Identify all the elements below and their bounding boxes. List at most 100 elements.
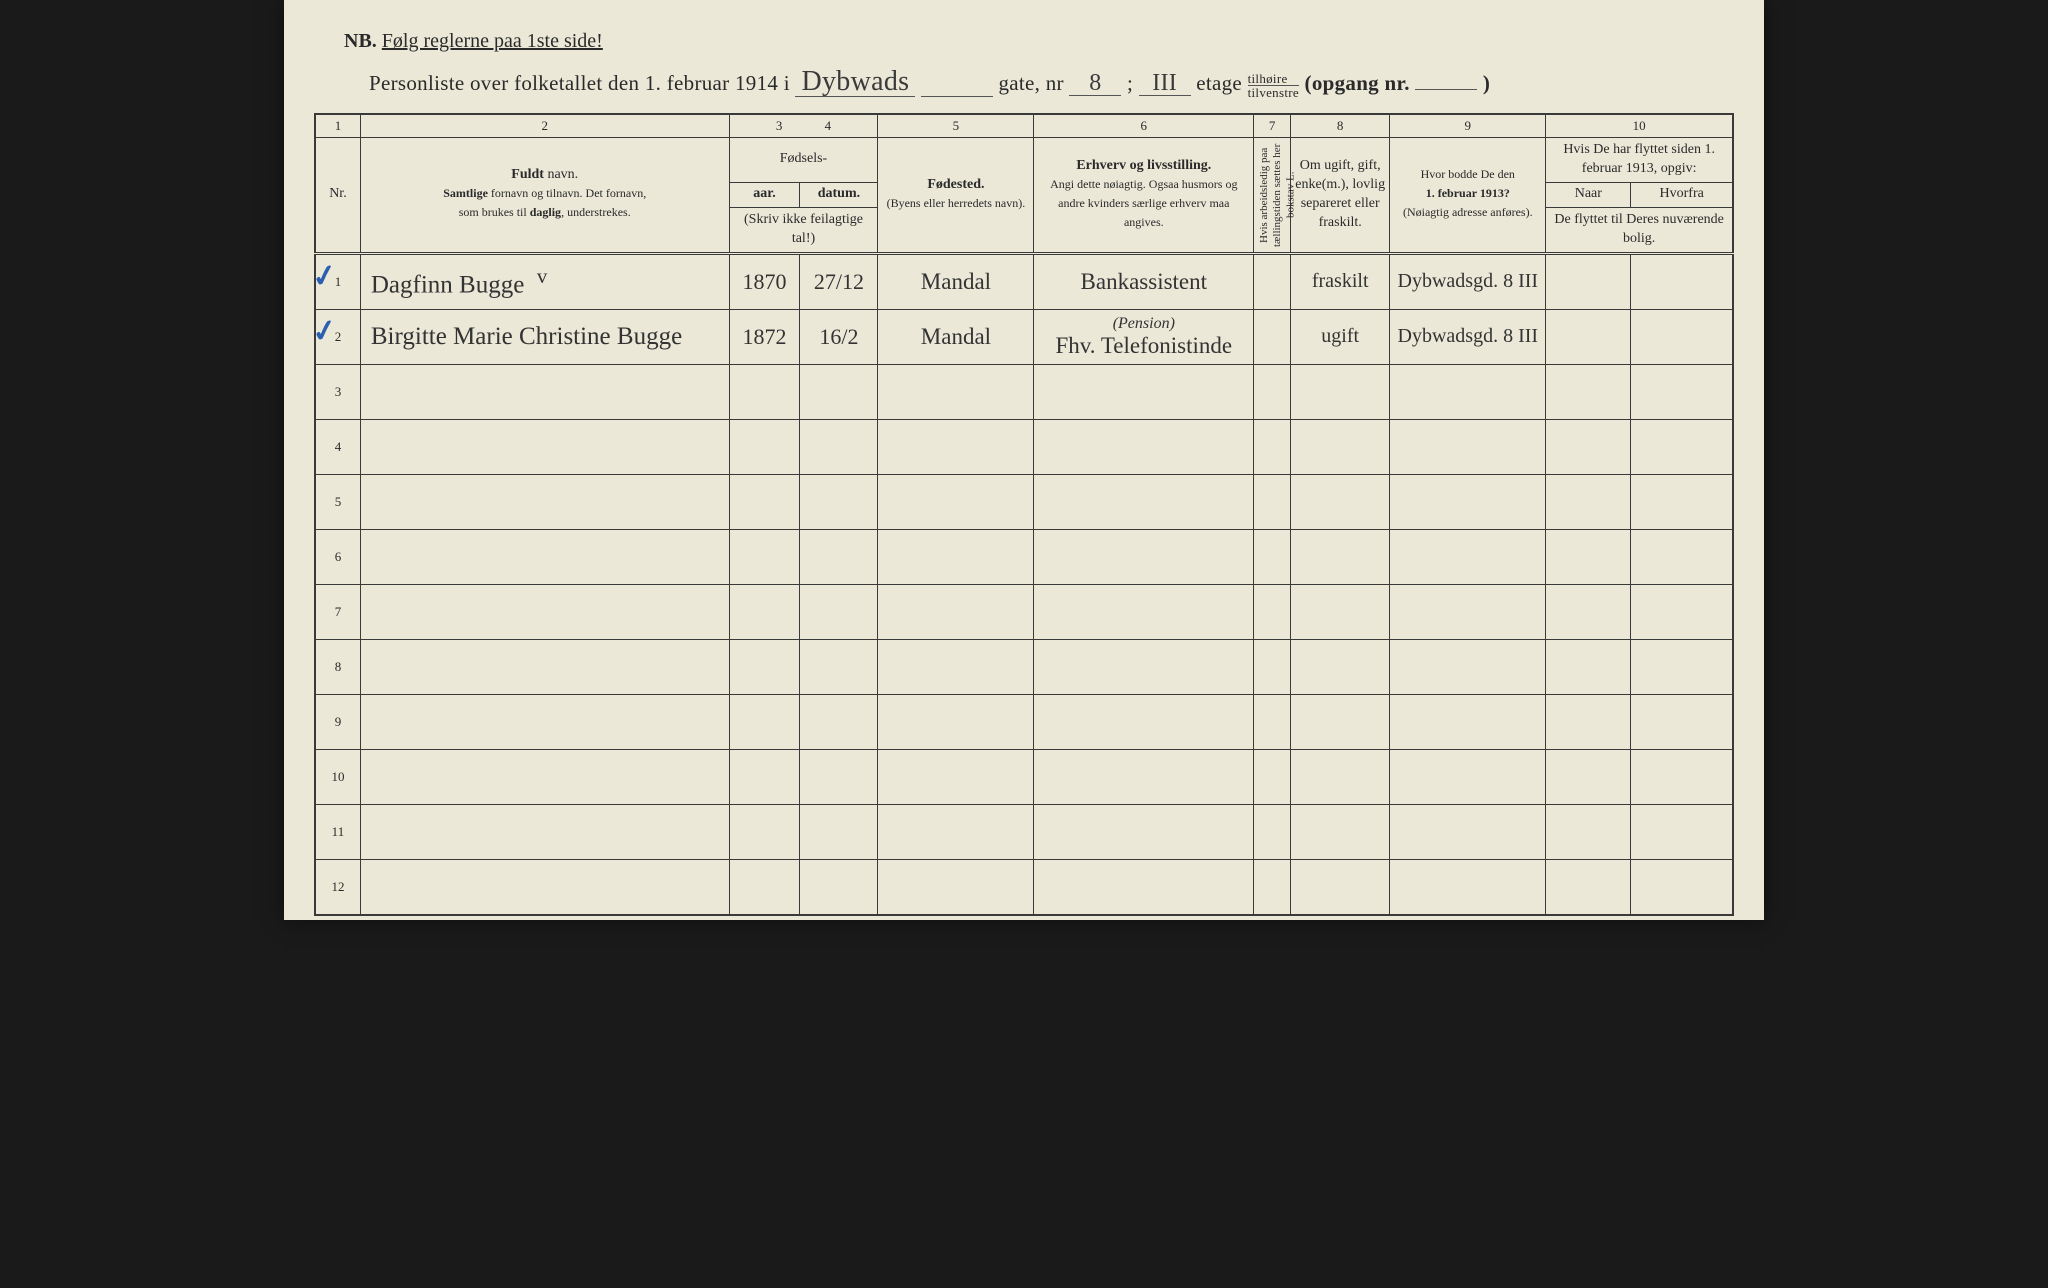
cell [1291, 859, 1390, 915]
table-body: ✓1Dagfinn Bugge v187027/12MandalBankassi… [315, 253, 1733, 915]
nb-line: NB. Følg reglerne paa 1ste side! [344, 30, 1734, 53]
cell [1631, 419, 1733, 474]
table-row: 3 [315, 364, 1733, 419]
cell [1390, 474, 1546, 529]
colnum: 1 [315, 114, 360, 138]
cell [1034, 749, 1254, 804]
cell [800, 749, 878, 804]
cell [1631, 364, 1733, 419]
cell: Dagfinn Bugge v [360, 253, 729, 309]
hdr-hvorfra: Hvorfra [1631, 182, 1733, 207]
cell: 16/2 [800, 309, 878, 364]
cell: 1872 [729, 309, 800, 364]
cell [1291, 639, 1390, 694]
hdr-col10-sub: De flyttet til Deres nuværende bolig. [1546, 207, 1733, 253]
cell [360, 694, 729, 749]
colnum: 5 [878, 114, 1034, 138]
cell [1291, 364, 1390, 419]
cell: ✓1 [315, 253, 360, 309]
cell [800, 529, 878, 584]
cell [1546, 253, 1631, 309]
gate-nr: 8 [1069, 71, 1121, 96]
cell: 7 [315, 584, 360, 639]
cell [1291, 804, 1390, 859]
table-row: 4 [315, 419, 1733, 474]
cell: 10 [315, 749, 360, 804]
cell [1291, 529, 1390, 584]
hdr-place: Fødested. (Byens eller herredets navn). [878, 137, 1034, 253]
cell [1546, 309, 1631, 364]
cell [800, 584, 878, 639]
cell: 4 [315, 419, 360, 474]
cell: Mandal [878, 253, 1034, 309]
cell: 5 [315, 474, 360, 529]
cell [878, 694, 1034, 749]
colnum: 8 [1291, 114, 1390, 138]
nb-prefix: NB. [344, 30, 377, 52]
cell: fraskilt [1291, 253, 1390, 309]
table-row: ✓2Birgitte Marie Christine Bugge187216/2… [315, 309, 1733, 364]
cell [1034, 474, 1254, 529]
cell [729, 529, 800, 584]
cell [800, 419, 878, 474]
cell [729, 804, 800, 859]
cell [1390, 364, 1546, 419]
gate-label: gate, nr [998, 71, 1063, 95]
cell [1254, 584, 1291, 639]
cell [360, 859, 729, 915]
cell: ✓2 [315, 309, 360, 364]
hdr-occ: Erhverv og livsstilling. Angi dette nøia… [1034, 137, 1254, 253]
cell [729, 749, 800, 804]
cell [878, 584, 1034, 639]
cell [1034, 859, 1254, 915]
cell [1546, 364, 1631, 419]
cell [878, 804, 1034, 859]
cell [1390, 749, 1546, 804]
cell [1631, 694, 1733, 749]
title-prefix: Personliste over folketallet den 1. febr… [369, 71, 790, 95]
table-row: 11 [315, 804, 1733, 859]
cell [878, 474, 1034, 529]
cell [1291, 419, 1390, 474]
cell [878, 749, 1034, 804]
cell [1254, 474, 1291, 529]
cell [729, 364, 800, 419]
cell [1254, 364, 1291, 419]
cell [878, 529, 1034, 584]
cell [1034, 694, 1254, 749]
cell: Birgitte Marie Christine Bugge [360, 309, 729, 364]
blank-field [921, 68, 993, 97]
column-number-row: 1 2 3 4 5 6 7 8 9 10 [315, 114, 1733, 138]
colnum: 3 4 [729, 114, 878, 138]
cell [1546, 859, 1631, 915]
table-row: ✓1Dagfinn Bugge v187027/12MandalBankassi… [315, 253, 1733, 309]
cell [729, 474, 800, 529]
colnum: 6 [1034, 114, 1254, 138]
hdr-name: Fuldt navn. Samtlige fornavn og tilnavn.… [360, 137, 729, 253]
cell [1034, 584, 1254, 639]
side-option: tilhøire tilvenstre [1248, 72, 1299, 99]
cell [1390, 639, 1546, 694]
cell [1546, 694, 1631, 749]
cell: 6 [315, 529, 360, 584]
cell [1034, 364, 1254, 419]
cell [360, 749, 729, 804]
hdr-birth-note: (Skriv ikke feilagtige tal!) [729, 207, 878, 253]
cell [1254, 419, 1291, 474]
hdr-date: datum. [800, 182, 878, 207]
cell [878, 639, 1034, 694]
header-row: Nr. Fuldt navn. Samtlige fornavn og tiln… [315, 137, 1733, 182]
cell: 8 [315, 639, 360, 694]
cell [360, 804, 729, 859]
cell [1546, 749, 1631, 804]
cell [1254, 309, 1291, 364]
cell: 11 [315, 804, 360, 859]
cell [1631, 639, 1733, 694]
cell [878, 859, 1034, 915]
cell: 1870 [729, 253, 800, 309]
cell [800, 859, 878, 915]
cell [1390, 584, 1546, 639]
cell: Bankassistent [1034, 253, 1254, 309]
table-row: 5 [315, 474, 1733, 529]
cell [1631, 859, 1733, 915]
